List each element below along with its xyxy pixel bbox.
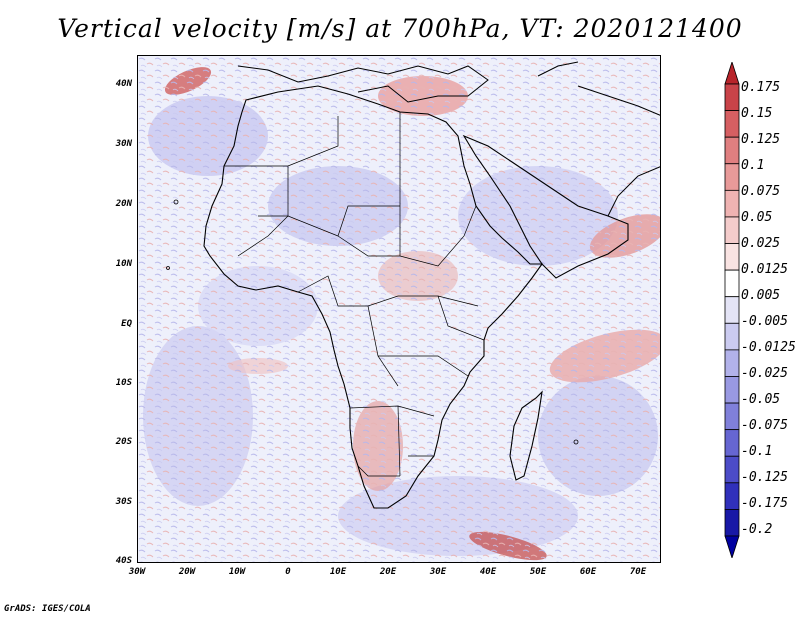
- colorbar-swatch: [724, 322, 740, 351]
- lat-label: 30N: [115, 139, 132, 149]
- colorbar-swatch: [724, 216, 740, 244]
- colorbar-label: 0.025: [741, 236, 781, 251]
- africa-coastline: [203, 85, 544, 509]
- lon-label: 40E: [479, 567, 497, 577]
- colorbar-swatch: [724, 455, 740, 484]
- colorbar-label: -0.175: [741, 496, 788, 511]
- colorbar-label: 0.125: [741, 132, 781, 147]
- colorbar-swatch: [724, 110, 740, 138]
- lon-label: 30W: [128, 567, 146, 577]
- colorbar-swatch: [724, 62, 740, 85]
- lon-label: 20W: [178, 567, 196, 577]
- colorbar-label: 0.15: [741, 106, 773, 121]
- colorbar-label: 0.0125: [741, 262, 788, 277]
- lat-label: 30S: [115, 497, 132, 507]
- lat-label: 40S: [115, 556, 132, 566]
- colorbar-swatch: [724, 509, 740, 537]
- lon-label: 50E: [529, 567, 547, 577]
- colorbar-label: -0.075: [741, 418, 788, 433]
- colorbar-swatch: [724, 243, 740, 271]
- lon-label: 20E: [379, 567, 397, 577]
- map-panel: [137, 55, 661, 563]
- colorbar-swatch: [724, 349, 740, 377]
- colorbar-swatch: [724, 429, 740, 457]
- colorbar-label: -0.125: [741, 470, 788, 485]
- colorbar-swatch: [724, 136, 740, 165]
- field-texture: [138, 56, 660, 562]
- lon-label: 30E: [429, 567, 447, 577]
- colorbar-swatch: [724, 402, 740, 431]
- credit-text: GrADS: IGES/COLA: [4, 604, 91, 614]
- colorbar-label: -0.025: [741, 366, 788, 381]
- colorbar-label: 0.05: [741, 210, 773, 225]
- colorbar-label: -0.005: [741, 314, 788, 329]
- colorbar-label: -0.2: [741, 522, 773, 537]
- arabian-peninsula-coastline: [462, 134, 629, 279]
- madagascar-coastline: [509, 390, 543, 481]
- colorbar-label: -0.0125: [741, 340, 796, 355]
- lat-label: 20S: [115, 437, 132, 447]
- colorbar-label: 0.075: [741, 184, 781, 199]
- colorbar-swatch: [724, 296, 740, 324]
- asia-coastline: [537, 61, 660, 217]
- colorbar-label: -0.1: [741, 444, 773, 459]
- chart-title: Vertical velocity [m/s] at 700hPa, VT: 2…: [57, 14, 743, 43]
- vertical-velocity-field: [138, 56, 660, 562]
- colorbar-label: 0.1: [741, 158, 765, 173]
- lon-label: 0: [285, 567, 291, 577]
- lat-label: 10S: [115, 378, 132, 388]
- colorbar-swatch: [724, 535, 740, 558]
- colorbar: [724, 62, 740, 558]
- colorbar-swatch: [724, 189, 740, 218]
- lat-label: 10N: [115, 259, 132, 269]
- lon-label: 60E: [579, 567, 597, 577]
- mediterranean-coastline: [237, 65, 489, 103]
- colorbar-swatch: [724, 482, 740, 510]
- lat-label: 20N: [115, 199, 132, 209]
- lon-label: 70E: [629, 567, 647, 577]
- country-borders: [224, 112, 485, 477]
- canary-islands: [173, 199, 179, 205]
- colorbar-swatch: [724, 269, 740, 298]
- colorbar-label: 0.005: [741, 288, 781, 303]
- colorbar-label: -0.05: [741, 392, 781, 407]
- mauritius: [573, 439, 579, 445]
- colorbar-swatch: [724, 376, 740, 404]
- lat-label: 40N: [115, 79, 132, 89]
- colorbar-swatch: [724, 163, 740, 191]
- cape-verde: [166, 266, 170, 270]
- lon-label: 10E: [329, 567, 347, 577]
- colorbar-label: 0.175: [741, 80, 781, 95]
- colorbar-swatch: [724, 83, 740, 111]
- lon-label: 10W: [228, 567, 246, 577]
- lat-label: EQ: [121, 319, 132, 329]
